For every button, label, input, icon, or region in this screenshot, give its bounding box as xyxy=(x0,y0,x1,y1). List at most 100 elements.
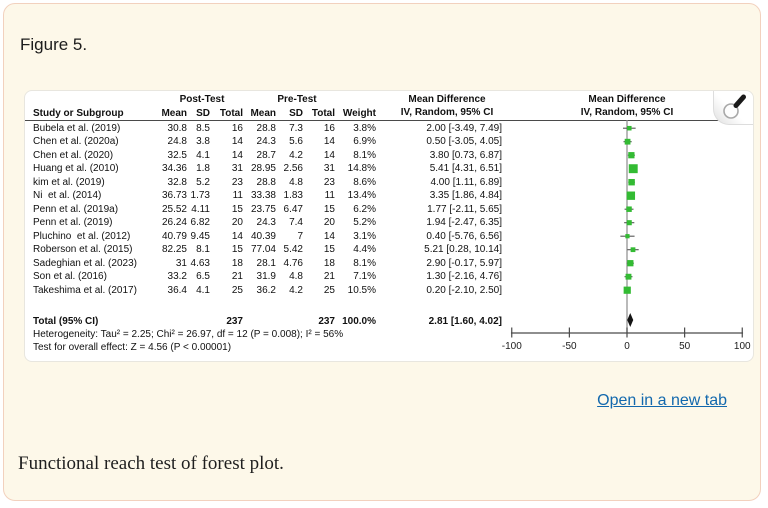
cell-pre-sd: 4.8 xyxy=(289,271,303,282)
cell-pre-total: 16 xyxy=(323,122,335,134)
cell-post-total: 14 xyxy=(231,149,243,161)
open-new-tab-link[interactable]: Open in a new tab xyxy=(597,392,727,409)
cell-pre-mean: 24.3 xyxy=(256,136,276,147)
cell-post-total: 15 xyxy=(231,203,243,215)
study-column-header: Study or Subgroup xyxy=(33,107,124,119)
cell-post-total: 14 xyxy=(231,230,243,242)
axis-tick-label: 50 xyxy=(679,341,691,352)
study-row: Huang et al. (2010) 34.36 1.8 31 28.95 2.56 31… xyxy=(25,162,502,176)
cell-pre-mean: 31.9 xyxy=(256,271,276,282)
cell-post-mean: 31 xyxy=(175,257,187,269)
cell-weight: 6.9% xyxy=(353,136,376,147)
figure-card: Figure 5. Post-Test Pre-Test Mean Differ… xyxy=(3,3,761,501)
cell-post-sd: 3.8 xyxy=(196,136,210,147)
cell-weight: 8.1% xyxy=(353,149,376,161)
cell-post-sd: 4.11 xyxy=(191,203,210,215)
cell-post-mean: 30.8 xyxy=(167,122,187,134)
cell-pre-mean: 24.3 xyxy=(256,217,276,228)
cell-study-name: Takeshima et al. (2017) xyxy=(33,284,137,296)
effect-square xyxy=(627,125,632,131)
cell-study-name: Ni et al. (2014) xyxy=(33,190,102,201)
cell-pre-total: 23 xyxy=(323,176,335,188)
study-rows: Bubela et al. (2019) 30.8 8.5 16 28.8 7.3 16 3.… xyxy=(25,122,502,298)
cell-weight: 14.8% xyxy=(347,163,376,174)
cell-pre-sd: 7 xyxy=(297,230,303,242)
cell-post-mean: 36.73 xyxy=(161,190,187,201)
cell-post-total: 11 xyxy=(232,190,243,201)
post-mean-header: Mean xyxy=(161,107,187,119)
cell-post-total: 15 xyxy=(231,244,243,255)
study-row: Sadeghian et al. (2023) 31 4.63 18 28.1 4.76 1… xyxy=(25,257,502,271)
cell-study-name: Pluchino et al. (2012) xyxy=(33,230,131,242)
cell-post-sd: 9.45 xyxy=(190,230,210,242)
post-sd-header: SD xyxy=(196,107,210,119)
total-post-n: 237 xyxy=(226,316,243,327)
cell-pre-mean: 40.39 xyxy=(250,230,276,242)
cell-md-estimate: 5.41 [4.31, 6.51] xyxy=(429,163,502,174)
cell-pre-sd: 5.6 xyxy=(289,136,303,147)
cell-pre-sd: 1.83 xyxy=(283,190,303,201)
post-total-header: Total xyxy=(219,107,243,119)
cell-weight: 4.4% xyxy=(353,244,376,255)
cell-weight: 13.4% xyxy=(347,190,376,201)
study-row: kim et al. (2019) 32.8 5.2 23 28.8 4.8 23 8.6% 4… xyxy=(25,176,502,190)
cell-post-mean: 82.25 xyxy=(161,244,187,255)
study-row: Penn et al. (2019a) 25.52 4.11 15 23.75 6.47 1… xyxy=(25,203,502,217)
cell-post-total: 20 xyxy=(231,217,243,228)
cell-study-name: Penn et al. (2019) xyxy=(33,217,113,228)
cell-post-mean: 34.36 xyxy=(161,163,187,174)
cell-pre-sd: 4.76 xyxy=(283,257,303,269)
cell-post-total: 21 xyxy=(231,271,243,282)
cell-pre-mean: 28.8 xyxy=(256,176,276,188)
cell-pre-total: 14 xyxy=(323,230,335,242)
study-row: Penn et al. (2019) 26.24 6.82 20 24.3 7.4 20 5.… xyxy=(25,216,502,230)
cell-pre-mean: 23.75 xyxy=(250,203,276,215)
cell-post-sd: 6.82 xyxy=(190,217,210,228)
effect-square xyxy=(628,164,638,174)
cell-md-estimate: 1.30 [-2.16, 4.76] xyxy=(426,271,502,282)
method-header-left: IV, Random, 95% CI xyxy=(400,106,494,118)
cell-pre-total: 21 xyxy=(323,271,335,282)
total-weight: 100.0% xyxy=(342,316,376,327)
figure-label: Figure 5. xyxy=(20,35,88,54)
cell-post-mean: 33.2 xyxy=(167,271,187,282)
cell-pre-total: 20 xyxy=(323,217,335,228)
cell-pre-mean: 33.38 xyxy=(250,190,276,201)
cell-md-estimate: 0.50 [-3.05, 4.05] xyxy=(426,136,502,147)
cell-post-total: 23 xyxy=(231,176,243,188)
cell-md-estimate: 0.40 [-5.76, 6.56] xyxy=(426,230,502,242)
cell-study-name: Huang et al. (2010) xyxy=(33,163,119,174)
effect-square xyxy=(628,178,635,186)
cell-weight: 5.2% xyxy=(353,217,376,228)
effect-square xyxy=(626,220,632,226)
total-pre-n: 237 xyxy=(318,316,335,327)
effect-square xyxy=(623,286,631,294)
cell-pre-total: 25 xyxy=(323,284,335,296)
cell-pre-mean: 36.2 xyxy=(256,284,276,296)
cell-pre-sd: 7.4 xyxy=(289,217,303,228)
cell-md-estimate: 1.94 [-2.47, 6.35] xyxy=(426,217,502,228)
cell-weight: 8.6% xyxy=(353,176,376,188)
magnifier-icon[interactable] xyxy=(713,91,753,125)
cell-post-sd: 4.63 xyxy=(190,257,210,269)
pre-total-header: Total xyxy=(311,107,335,119)
forest-plot-canvas: -100 -50 0 50 100 xyxy=(502,120,751,352)
cell-post-sd: 6.5 xyxy=(196,271,210,282)
cell-pre-total: 15 xyxy=(323,203,335,215)
cell-study-name: Sadeghian et al. (2023) xyxy=(33,257,137,269)
cell-post-sd: 5.2 xyxy=(196,176,210,188)
cell-pre-total: 11 xyxy=(324,190,335,201)
cell-weight: 10.5% xyxy=(347,284,376,296)
cell-pre-mean: 28.7 xyxy=(256,149,276,161)
study-row: Chen et al. (2020a) 24.8 3.8 14 24.3 5.6 14 6.9… xyxy=(25,135,502,149)
cell-pre-total: 15 xyxy=(323,244,335,255)
method-header-right: IV, Random, 95% CI xyxy=(580,106,674,118)
cell-pre-total: 18 xyxy=(323,257,335,269)
mean-difference-header-right: Mean Difference xyxy=(588,94,666,105)
cell-weight: 3.1% xyxy=(353,230,376,242)
post-test-group-header: Post-Test xyxy=(179,94,225,105)
study-row: Chen et al. (2020) 32.5 4.1 14 28.7 4.2 14 8.1%… xyxy=(25,149,502,163)
cell-post-sd: 8.1 xyxy=(196,244,210,255)
weight-header: Weight xyxy=(342,107,376,119)
study-row: Son et al. (2016) 33.2 6.5 21 31.9 4.8 21 7.1% 1… xyxy=(25,270,502,284)
